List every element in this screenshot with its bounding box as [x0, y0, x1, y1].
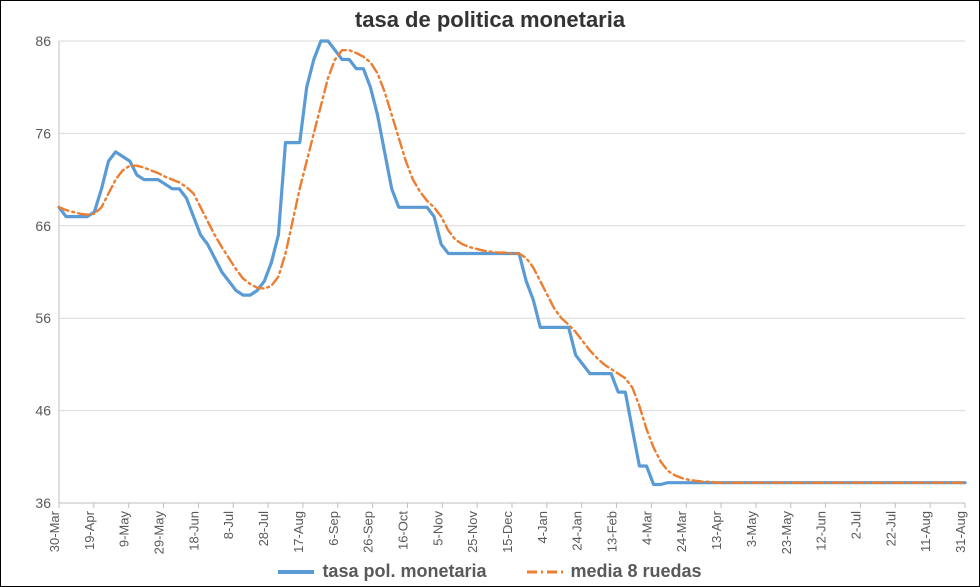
x-tick-label: 5-Nov: [430, 511, 445, 546]
x-tick-label: 18-Jun: [186, 511, 201, 551]
x-tick-label: 17-Aug: [291, 511, 306, 553]
y-tick-label: 66: [35, 218, 51, 234]
y-tick-label: 36: [35, 495, 51, 511]
x-tick-label: 9-May: [117, 511, 132, 548]
x-tick-label: 19-Apr: [82, 510, 97, 550]
legend-swatch-dash: [527, 570, 563, 574]
y-tick-label: 46: [35, 403, 51, 419]
x-tick-label: 16-Oct: [395, 511, 410, 550]
x-tick-label: 24-Mar: [674, 510, 689, 552]
chart-container: tasa de politica monetaria 3646566676863…: [0, 0, 980, 587]
x-tick-label: 2-Jul: [848, 511, 863, 539]
x-tick-label: 26-Sep: [361, 511, 376, 553]
chart-title: tasa de politica monetaria: [1, 7, 979, 33]
x-tick-label: 28-Jul: [256, 511, 271, 547]
legend-label-0: tasa pol. monetaria: [322, 561, 486, 582]
legend-item-series-0: tasa pol. monetaria: [278, 561, 486, 582]
y-tick-label: 86: [35, 33, 51, 49]
x-tick-label: 4-Mar: [639, 510, 654, 545]
chart-svg: 36 46 56 66 76 86 30-Mar 19-Apr 9-May 29-May 18-Ju…: [1, 1, 980, 561]
x-tick-label: 30-Mar: [47, 510, 62, 552]
legend-item-series-1: media 8 ruedas: [527, 561, 702, 582]
x-tick-label: 31-Aug: [953, 511, 968, 553]
x-tick-label: 8-Jul: [221, 511, 236, 539]
legend: tasa pol. monetaria media 8 ruedas: [1, 561, 979, 582]
x-tick-label: 6-Sep: [326, 511, 341, 546]
x-tick-label: 24-Jan: [570, 511, 585, 551]
series-line-1: [59, 50, 965, 483]
x-tick-label: 25-Nov: [465, 511, 480, 553]
y-tick-label: 56: [35, 310, 51, 326]
x-tick-label: 23-May: [779, 511, 794, 555]
x-tick-label: 15-Dec: [500, 511, 515, 553]
x-tick-label: 13-Apr: [709, 510, 724, 550]
legend-swatch-solid: [278, 570, 314, 574]
x-tick-label: 29-May: [152, 511, 167, 555]
y-tick-label: 76: [35, 125, 51, 141]
legend-label-1: media 8 ruedas: [571, 561, 702, 582]
x-tick-label: 4-Jan: [535, 511, 550, 544]
x-tick-label: 13-Feb: [605, 511, 620, 552]
x-tick-label: 22-Jul: [883, 511, 898, 547]
x-tick-label: 12-Jun: [814, 511, 829, 551]
x-tick-label: 11-Aug: [918, 511, 933, 552]
series-line-0: [59, 41, 965, 485]
x-tick-label: 3-May: [744, 511, 759, 548]
